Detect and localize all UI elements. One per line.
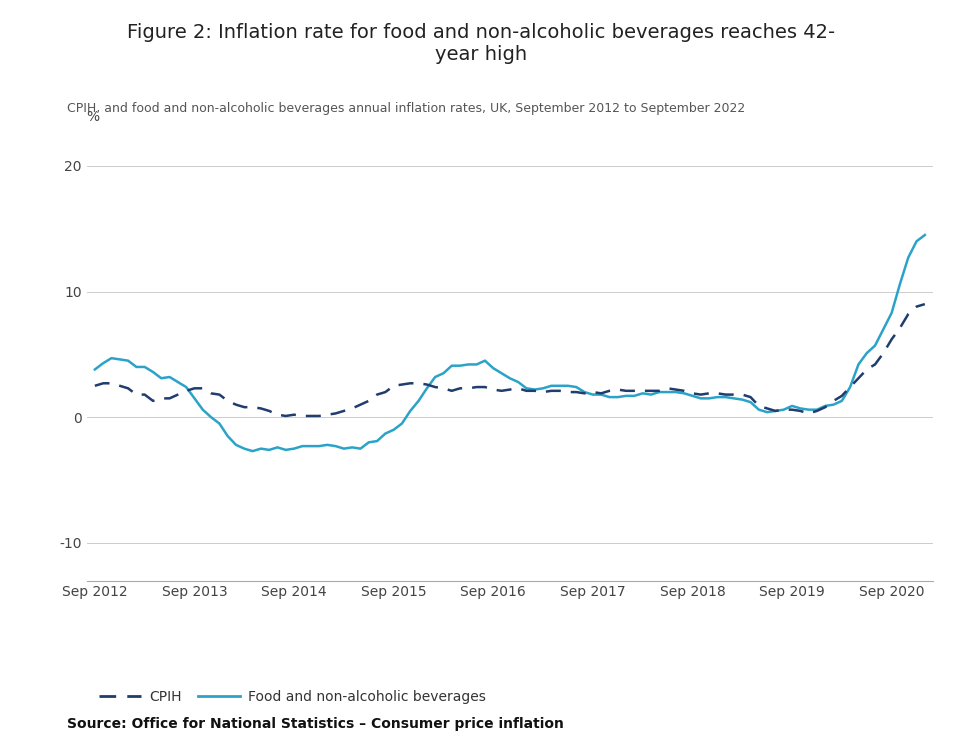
Text: Source: Office for National Statistics – Consumer price inflation: Source: Office for National Statistics –… [67,717,564,731]
Legend: CPIH, Food and non-alcoholic beverages: CPIH, Food and non-alcoholic beverages [93,684,491,710]
Text: %: % [86,109,100,124]
Text: Figure 2: Inflation rate for food and non-alcoholic beverages reaches 42-
year h: Figure 2: Inflation rate for food and no… [127,23,834,63]
Text: CPIH, and food and non-alcoholic beverages annual inflation rates, UK, September: CPIH, and food and non-alcoholic beverag… [67,102,745,115]
